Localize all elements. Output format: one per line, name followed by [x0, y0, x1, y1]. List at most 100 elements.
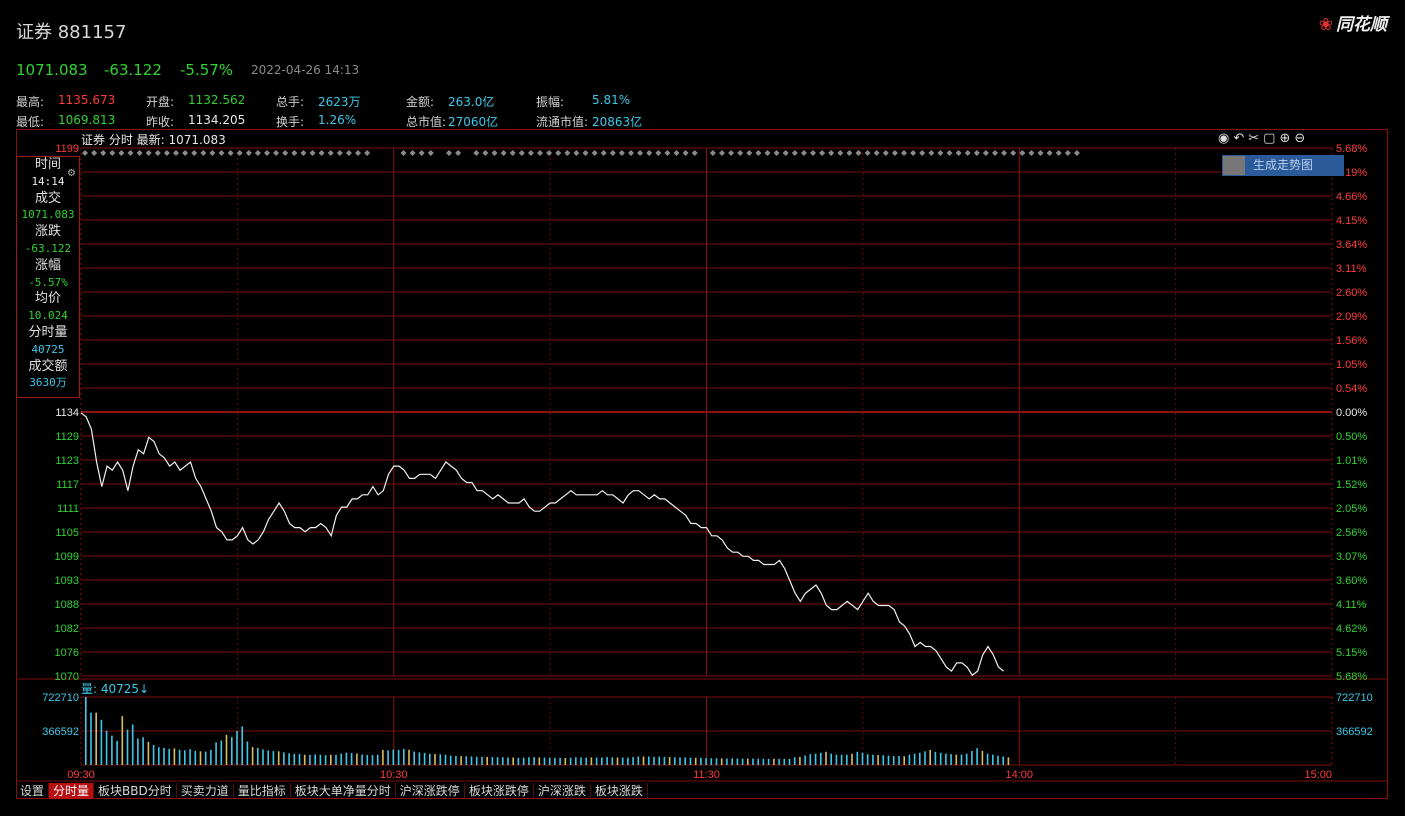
event-marker-icon [737, 150, 744, 156]
volume-bar [475, 756, 478, 765]
chart-toolbar: ◉↶✂▢⊕⊖ [1218, 131, 1309, 146]
undo-icon[interactable]: ↶ [1233, 131, 1249, 146]
event-marker-icon [891, 150, 898, 156]
volume-bar [502, 757, 504, 765]
zoom-in-icon[interactable]: ⊕ [1279, 131, 1295, 146]
event-marker-icon [191, 150, 198, 156]
volume-bar [257, 747, 259, 765]
volume-bar [158, 747, 160, 765]
pct-tick-label: 2.09% [1336, 311, 1367, 323]
event-marker-icon [1019, 150, 1026, 156]
scissors-icon[interactable]: ✂ [1248, 131, 1264, 146]
volume-bar [288, 753, 290, 765]
zoom-out-icon[interactable]: ⊖ [1294, 131, 1310, 146]
stat-value: 1134.205 [188, 113, 246, 127]
volume-bar [569, 757, 572, 765]
volume-bar [152, 745, 155, 765]
event-marker-icon [882, 150, 889, 156]
volume-bar [470, 756, 473, 765]
volume-bar [507, 757, 509, 765]
volume-bar [303, 754, 306, 765]
event-marker-icon [837, 150, 844, 156]
volume-bar [934, 751, 937, 765]
price-tick-label: 1088 [55, 599, 79, 611]
price-tick-label: 1134 [55, 407, 79, 419]
volume-bar [246, 741, 249, 765]
tab-item[interactable]: 分时量 [49, 783, 95, 799]
volume-bar [809, 754, 812, 765]
tab-item[interactable]: 板块涨跌 [591, 783, 648, 799]
event-marker-icon [91, 150, 98, 156]
volume-bar [747, 758, 749, 765]
event-marker-icon [491, 150, 498, 156]
event-marker-icon [327, 150, 334, 156]
tab-item[interactable]: 沪深涨跌 [534, 783, 591, 799]
volume-bar [840, 754, 843, 765]
stat-value: 1132.562 [188, 93, 246, 107]
volume-bar [429, 753, 431, 765]
info-value: 40725 [31, 342, 65, 356]
volume-bar [423, 753, 426, 765]
pct-tick-label: 1.05% [1336, 359, 1367, 371]
price-tick-label: 1070 [55, 671, 79, 683]
event-marker-icon [355, 150, 361, 156]
event-marker-icon [282, 150, 289, 156]
pct-tick-label: 3.07% [1336, 551, 1367, 563]
volume-bar [773, 758, 775, 765]
event-marker-icon [910, 150, 917, 156]
volume-bar [126, 729, 129, 765]
event-marker-icon [655, 150, 662, 156]
lock-icon[interactable]: ▢ [1263, 131, 1280, 146]
event-marker-icon [637, 150, 644, 156]
info-label: 成交 [34, 190, 61, 206]
volume-caption: 量: 40725↓ [81, 682, 150, 696]
event-marker-icon [409, 150, 416, 156]
settings-gear-icon[interactable]: ⚙ [67, 168, 76, 179]
time-tick-label: 15:00 [1304, 769, 1332, 781]
event-marker-icon [1010, 150, 1017, 156]
pct-tick-label: 0.54% [1336, 383, 1367, 395]
volume-bar [908, 754, 911, 765]
tab-item[interactable]: 沪深涨跌停 [396, 783, 465, 799]
volume-bar [199, 751, 202, 765]
tab-item[interactable]: 板块大单净量分时 [291, 783, 396, 799]
tab-item[interactable]: 板块涨跌停 [465, 783, 534, 799]
event-marker-icon [145, 150, 152, 156]
volume-bar [283, 752, 285, 765]
volume-bar [726, 758, 728, 765]
event-marker-icon [1001, 150, 1008, 156]
tab-item[interactable]: 板块BBD分时 [94, 783, 177, 799]
volume-bar [387, 750, 389, 765]
stat-label: 换手: [276, 115, 305, 129]
event-marker-icon [500, 150, 507, 156]
volume-bar [95, 712, 97, 765]
event-marker-icon [527, 150, 534, 156]
volume-bar [705, 758, 707, 765]
stat-label: 金额: [406, 95, 435, 109]
pct-tick-label: 4.15% [1336, 215, 1367, 227]
event-marker-icon [1073, 150, 1080, 156]
page-title: 证券 881157 [16, 22, 127, 43]
eye-icon[interactable]: ◉ [1218, 131, 1234, 146]
event-marker-icon [482, 150, 489, 156]
price-tick-label: 1111 [57, 503, 79, 515]
tab-item[interactable]: 量比指标 [234, 783, 291, 799]
chart-frame [16, 129, 1388, 799]
event-marker-icon [154, 150, 161, 156]
price-tick-label: 1123 [55, 455, 79, 467]
tab-item[interactable]: 设置 [16, 783, 50, 799]
event-marker-icon [973, 150, 980, 156]
indicator-tabs: 设置 分时量 板块BBD分时 买卖力道 量比指标 板块大单净量分时 沪深涨跌停 板块涨跌停 沪深… [16, 783, 648, 800]
event-marker-icon [254, 150, 261, 156]
stat-label: 总市值: [406, 115, 447, 129]
event-marker-icon [873, 150, 880, 156]
volume-bar [872, 754, 874, 765]
tab-item[interactable]: 买卖力道 [177, 783, 234, 799]
volume-bar [564, 758, 567, 765]
volume-bar [606, 757, 608, 765]
generate-chart-button[interactable]: 生成走势图 [1222, 155, 1344, 176]
stat-value: 263.0亿 [448, 95, 495, 109]
event-marker-icon [810, 150, 816, 156]
pct-tick-label: 1.01% [1336, 455, 1367, 467]
